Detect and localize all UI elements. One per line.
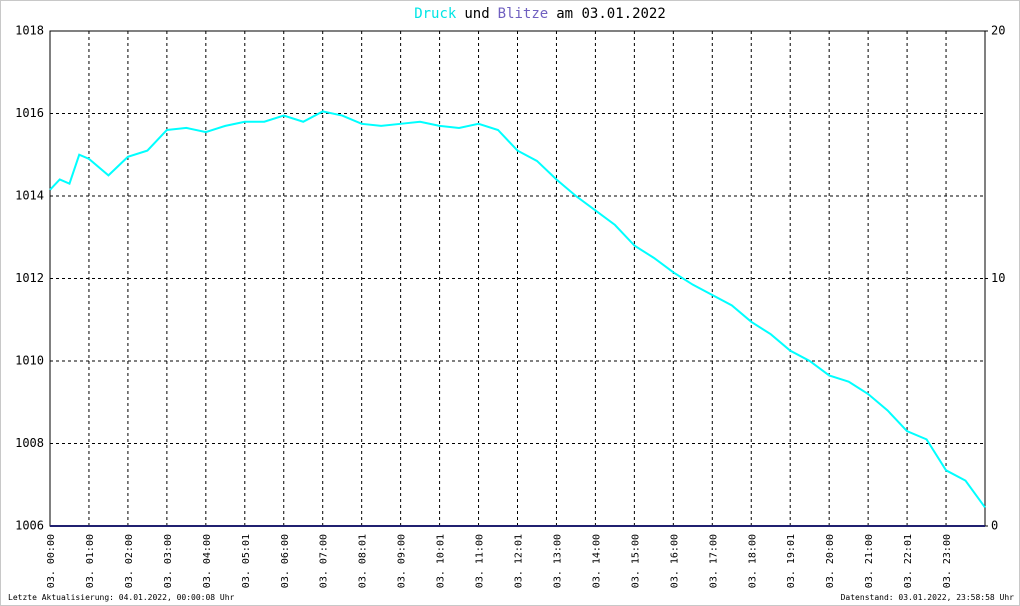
x-tick-label: 03. 02:00 [124, 534, 135, 588]
x-tick-label: 03. 08:01 [358, 534, 369, 588]
x-tick-label: 03. 17:00 [708, 534, 719, 588]
chart-title: Druck und Blitze am 03.01.2022 [414, 6, 666, 22]
y-tick-label: 1012 [15, 271, 44, 285]
y-tick-label: 1006 [15, 519, 44, 533]
x-tick-label: 03. 22:01 [903, 534, 914, 588]
footer-left: Letzte Aktualisierung: 04.01.2022, 00:00… [8, 593, 235, 602]
x-tick-label: 03. 23:00 [942, 534, 953, 588]
x-tick-label: 03. 09:00 [397, 534, 408, 588]
x-tick-label: 03. 10:01 [436, 534, 447, 588]
x-tick-label: 03. 16:00 [669, 534, 680, 588]
x-tick-label: 03. 11:00 [475, 534, 486, 588]
y-tick-label: 1016 [15, 106, 44, 120]
x-tick-label: 03. 15:00 [630, 534, 641, 588]
x-tick-label: 03. 12:01 [514, 534, 525, 588]
y2-tick-label: 10 [991, 271, 1005, 285]
y-tick-label: 1014 [15, 189, 44, 203]
y-tick-label: 1010 [15, 354, 44, 368]
series-line [49, 110, 986, 509]
x-tick-label: 03. 01:00 [85, 534, 96, 588]
x-tick-label: 03. 00:00 [46, 534, 57, 588]
x-tick-label: 03. 03:00 [163, 534, 174, 588]
x-tick-label: 03. 14:00 [591, 534, 602, 588]
x-tick-label: 03. 04:00 [202, 534, 213, 588]
y2-tick-label: 0 [991, 519, 998, 533]
title-part: und [464, 6, 489, 22]
x-tick-label: 03. 19:01 [786, 534, 797, 588]
x-tick-label: 03. 05:01 [241, 534, 252, 588]
x-tick-label: 03. 07:00 [319, 534, 330, 588]
y2-tick-label: 20 [991, 24, 1005, 38]
footer-right: Datenstand: 03.01.2022, 23:58:58 Uhr [841, 593, 1015, 602]
y-tick-label: 1008 [15, 436, 44, 450]
title-part: Blitze [498, 6, 549, 22]
x-tick-label: 03. 13:00 [552, 534, 563, 588]
title-part: am 03.01.2022 [556, 6, 666, 22]
x-tick-label: 03. 20:00 [825, 534, 836, 588]
x-tick-label: 03. 06:00 [280, 534, 291, 588]
title-part: Druck [414, 6, 457, 22]
y-tick-label: 1018 [15, 24, 44, 38]
x-tick-label: 03. 21:00 [864, 534, 875, 588]
x-tick-label: 03. 18:00 [747, 534, 758, 588]
